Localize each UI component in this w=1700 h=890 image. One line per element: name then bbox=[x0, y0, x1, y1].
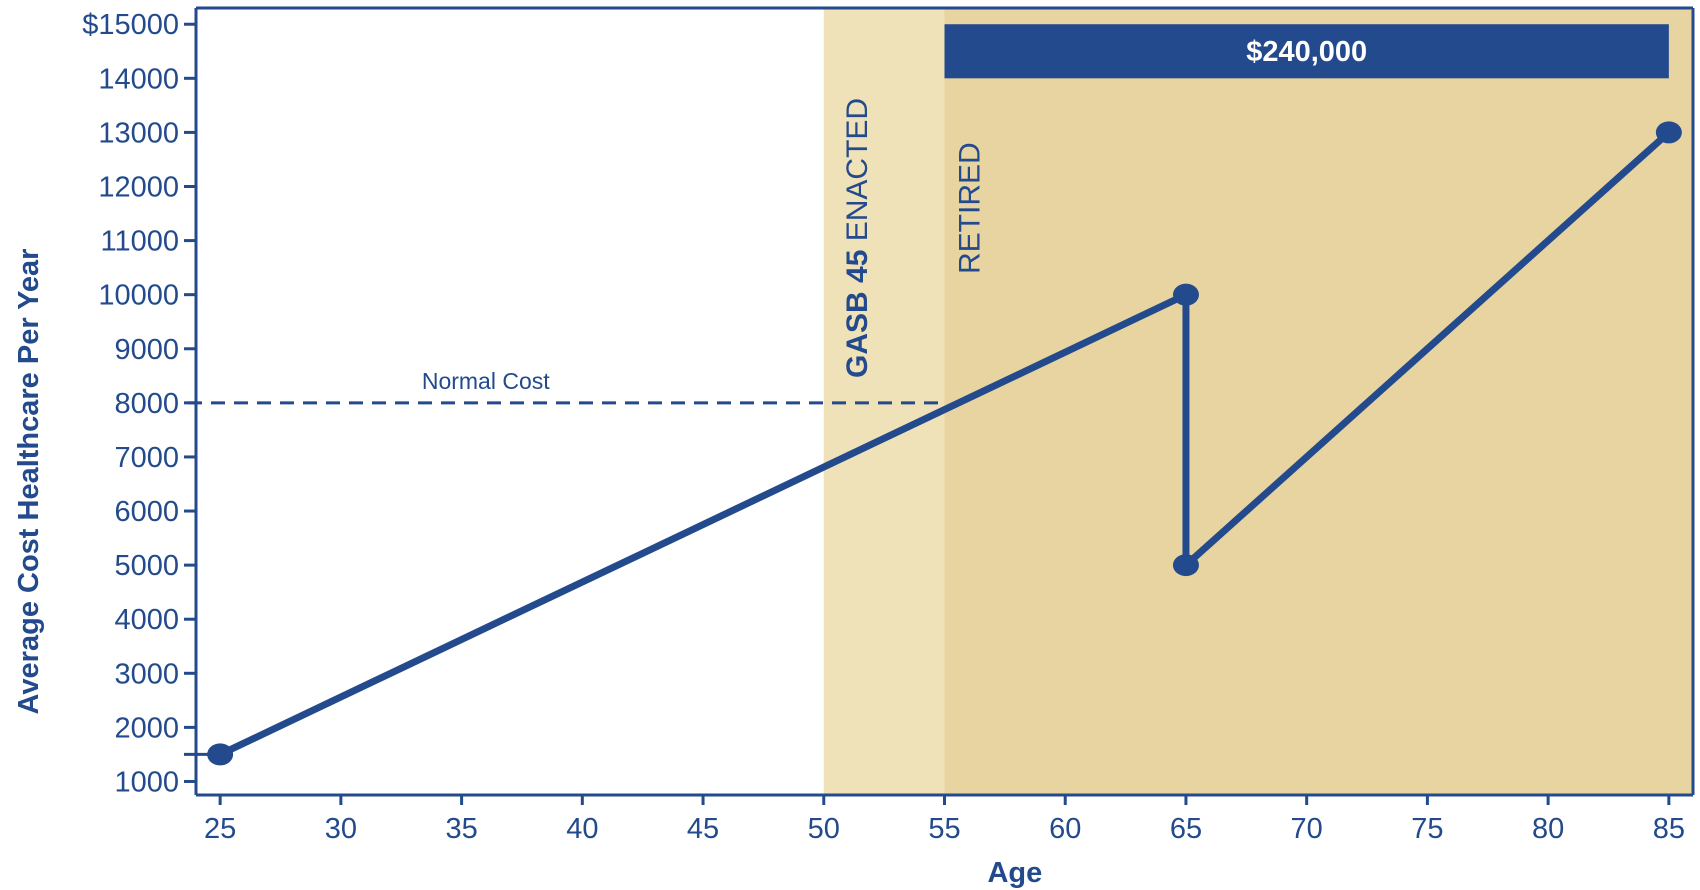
shaded-regions bbox=[823, 8, 1693, 795]
region-labels: GASB 45 ENACTED RETIRED bbox=[841, 98, 987, 378]
normal-cost-group: Normal Cost bbox=[188, 368, 945, 405]
x-axis-title: Age bbox=[987, 857, 1042, 889]
gasb-45-label: GASB 45 bbox=[841, 250, 874, 378]
x-tick-label-70: 70 bbox=[1291, 813, 1323, 845]
x-tick-label-35: 35 bbox=[445, 813, 477, 845]
y-tick-label-3000: 3000 bbox=[114, 658, 179, 690]
y-tick-label-12000: 12000 bbox=[98, 171, 179, 203]
y-tick-label-14000: 14000 bbox=[98, 63, 179, 95]
y-axis-title: Average Cost Healthcare Per Year bbox=[13, 249, 45, 715]
y-tick-label-9000: 9000 bbox=[114, 334, 179, 366]
x-tick-label-65: 65 bbox=[1170, 813, 1202, 845]
shaded-region-2 bbox=[944, 8, 1693, 795]
y-tick-label-15000: $15000 bbox=[82, 9, 179, 41]
y-tick-label-4000: 4000 bbox=[114, 604, 179, 636]
y-tick-label-13000: 13000 bbox=[98, 117, 179, 149]
data-point-4 bbox=[1655, 121, 1682, 144]
y-tick-label-7000: 7000 bbox=[114, 442, 179, 474]
tick-labels: 25 30 35 40 45 50 55 60 65 70 75 80 85 1000 2000 3000 40… bbox=[82, 9, 1685, 845]
retired-label: RETIRED bbox=[954, 142, 987, 274]
x-tick-label-30: 30 bbox=[325, 813, 357, 845]
y-tick-label-11000: 11000 bbox=[101, 226, 180, 258]
y-tick-label-6000: 6000 bbox=[114, 496, 179, 528]
x-tick-label-55: 55 bbox=[928, 813, 960, 845]
total-cost-bar-group: $240,000 bbox=[944, 24, 1669, 79]
enacted-label: ENACTED bbox=[841, 98, 874, 250]
x-tick-label-60: 60 bbox=[1049, 813, 1081, 845]
y-tick-label-10000: 10000 bbox=[98, 280, 179, 312]
data-point-2 bbox=[1172, 283, 1199, 306]
x-tick-label-80: 80 bbox=[1532, 813, 1564, 845]
cost-line bbox=[216, 128, 1673, 758]
data-point-1 bbox=[207, 743, 234, 766]
y-tick-label-8000: 8000 bbox=[114, 388, 179, 420]
y-tick-label-1000: 1000 bbox=[114, 766, 179, 798]
gasb-45-enacted-label: GASB 45 ENACTED bbox=[841, 98, 874, 378]
data-series bbox=[207, 121, 1682, 766]
data-point-3 bbox=[1172, 554, 1199, 577]
x-tick-label-45: 45 bbox=[687, 813, 719, 845]
x-tick-label-85: 85 bbox=[1653, 813, 1685, 845]
y-tick-label-5000: 5000 bbox=[114, 550, 179, 582]
total-cost-bar bbox=[944, 24, 1669, 79]
y-tick-label-2000: 2000 bbox=[114, 712, 179, 744]
x-tick-label-50: 50 bbox=[808, 813, 840, 845]
x-tick-label-25: 25 bbox=[204, 813, 236, 845]
x-tick-label-40: 40 bbox=[566, 813, 598, 845]
total-cost-label: $240,000 bbox=[1246, 36, 1367, 68]
x-tick-label-75: 75 bbox=[1411, 813, 1443, 845]
normal-cost-label: Normal Cost bbox=[422, 368, 550, 394]
